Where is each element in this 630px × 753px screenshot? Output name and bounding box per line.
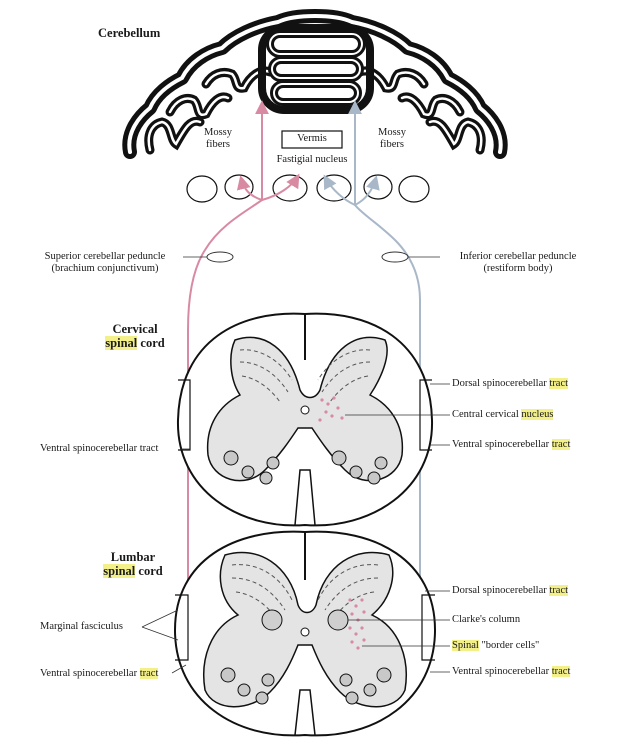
deep-nuclei (186, 174, 430, 203)
fastigial-nucleus-label: Fastigial nucleus (276, 154, 348, 165)
mossy-fibers-right-line1: Mossy (377, 127, 406, 138)
lumbar-right-label-3: Spinal "border cells" (452, 640, 540, 651)
lumbar-right-label-1: Dorsal spinocerebellar tract (452, 585, 569, 596)
lumbar-right-label-4: Ventral spinocerebellar tract (452, 666, 571, 677)
inferior-peduncle-line1: Inferior cerebellar peduncle (459, 251, 577, 262)
lumbar-title-highlight: spinal (103, 564, 136, 578)
border-cells-dots (348, 598, 366, 650)
mossy-fibers-left-line2: fibers (206, 139, 230, 150)
clarkes-column (261, 609, 349, 631)
cervical-title-rest: cord (137, 336, 165, 350)
leader-lines (141, 383, 450, 674)
superior-peduncle-line2: (brachium conjunctivum) (51, 263, 159, 274)
superior-peduncle-label: Superior cerebellar peduncle (brachium c… (30, 251, 180, 275)
mossy-fibers-left-line1: Mossy (203, 127, 232, 138)
lumbar-left-label-2: Ventral spinocerebellar tract (40, 668, 159, 679)
inferior-peduncle-line2: (restiform body) (483, 263, 553, 274)
superior-peduncle-line1: Superior cerebellar peduncle (44, 251, 166, 262)
lumbar-spinal-cord-title: Lumbar spinal cord (88, 550, 178, 578)
cervical-cord (176, 312, 434, 527)
cervical-right-label-3: Ventral spinocerebellar tract (452, 439, 571, 450)
cervical-right-label-1: Dorsal spinocerebellar tract (452, 378, 569, 389)
inferior-peduncle-label: Inferior cerebellar peduncle (restiform … (443, 251, 593, 275)
cervical-title-highlight: spinal (105, 336, 138, 350)
vermis-label: Vermis (297, 133, 327, 144)
mossy-fibers-right-line2: fibers (380, 139, 404, 150)
cervical-left-label: Ventral spinocerebellar tract (40, 443, 159, 454)
lumbar-title-rest: cord (135, 564, 163, 578)
inferior-peduncle-marker (381, 251, 409, 263)
lumbar-title-line1: Lumbar (110, 550, 156, 564)
cerebellum-cortex (122, 9, 508, 159)
cerebellum-title: Cerebellum (98, 26, 161, 40)
lumbar-cord (173, 530, 437, 737)
cervical-spinal-cord-title: Cervical spinal cord (90, 322, 180, 350)
vermis-box (281, 130, 343, 149)
mossy-fibers-left-label: Mossy fibers (196, 127, 240, 151)
superior-peduncle-marker (206, 251, 234, 263)
lumbar-left-label-1: Marginal fasciculus (40, 621, 123, 632)
mossy-fibers-right-label: Mossy fibers (370, 127, 414, 151)
lumbar-right-label-2: Clarke's column (452, 614, 521, 625)
central-cervical-nucleus-dots (318, 396, 344, 422)
cervical-right-label-2: Central cervical nucleus (452, 409, 554, 420)
cervical-title-line1: Cervical (112, 322, 158, 336)
